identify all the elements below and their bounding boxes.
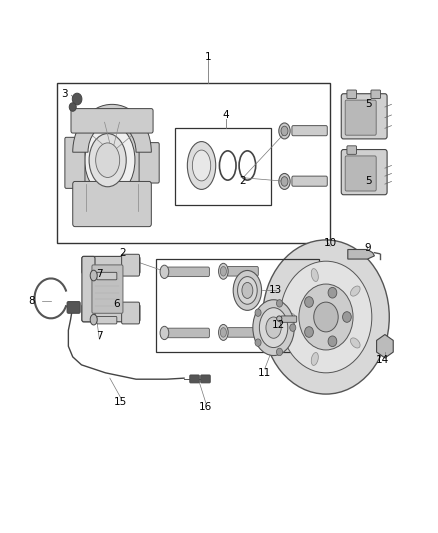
FancyBboxPatch shape <box>82 256 95 322</box>
Text: 8: 8 <box>28 296 35 306</box>
Text: 11: 11 <box>258 368 272 378</box>
Ellipse shape <box>253 300 294 356</box>
Circle shape <box>255 309 261 317</box>
FancyBboxPatch shape <box>292 126 327 136</box>
Ellipse shape <box>90 314 97 325</box>
FancyBboxPatch shape <box>67 302 80 313</box>
FancyBboxPatch shape <box>97 317 117 324</box>
Text: 14: 14 <box>376 354 389 365</box>
FancyBboxPatch shape <box>139 143 159 183</box>
Ellipse shape <box>74 108 150 217</box>
FancyBboxPatch shape <box>227 266 258 276</box>
Text: 5: 5 <box>365 176 371 187</box>
Text: 12: 12 <box>271 320 285 330</box>
Ellipse shape <box>279 123 290 139</box>
Ellipse shape <box>350 286 360 296</box>
FancyBboxPatch shape <box>122 254 140 276</box>
Bar <box>155 259 319 352</box>
Polygon shape <box>348 249 374 259</box>
Circle shape <box>305 327 313 337</box>
Ellipse shape <box>281 176 288 186</box>
Ellipse shape <box>219 325 228 341</box>
Ellipse shape <box>219 263 228 279</box>
Ellipse shape <box>259 308 288 348</box>
Circle shape <box>290 324 296 332</box>
Circle shape <box>314 302 338 332</box>
Circle shape <box>305 297 313 308</box>
Text: 4: 4 <box>222 110 229 120</box>
Text: 5: 5 <box>365 99 371 109</box>
Ellipse shape <box>311 352 318 366</box>
FancyBboxPatch shape <box>190 375 199 383</box>
FancyBboxPatch shape <box>71 109 153 133</box>
FancyBboxPatch shape <box>347 146 357 155</box>
Ellipse shape <box>90 270 97 281</box>
Ellipse shape <box>284 313 295 321</box>
Ellipse shape <box>95 143 120 177</box>
FancyBboxPatch shape <box>167 328 209 338</box>
Circle shape <box>72 93 82 105</box>
Ellipse shape <box>220 328 226 337</box>
Circle shape <box>343 312 351 322</box>
FancyBboxPatch shape <box>345 100 376 135</box>
FancyBboxPatch shape <box>167 267 209 277</box>
Text: 10: 10 <box>324 238 337 247</box>
Text: 9: 9 <box>364 243 371 253</box>
Text: 6: 6 <box>113 298 120 309</box>
Text: 2: 2 <box>120 248 126 258</box>
Ellipse shape <box>233 270 261 310</box>
Bar <box>57 83 330 243</box>
FancyBboxPatch shape <box>292 176 327 186</box>
Ellipse shape <box>160 265 169 278</box>
FancyBboxPatch shape <box>65 138 85 188</box>
FancyBboxPatch shape <box>371 90 381 99</box>
Circle shape <box>255 339 261 346</box>
FancyBboxPatch shape <box>97 272 117 280</box>
Circle shape <box>280 261 372 373</box>
FancyBboxPatch shape <box>281 316 297 322</box>
Ellipse shape <box>220 266 226 276</box>
FancyBboxPatch shape <box>341 150 387 195</box>
Bar <box>175 128 272 205</box>
Ellipse shape <box>279 173 290 189</box>
Circle shape <box>276 300 283 307</box>
FancyBboxPatch shape <box>341 94 387 139</box>
Ellipse shape <box>187 142 216 189</box>
Ellipse shape <box>192 150 211 181</box>
Ellipse shape <box>89 134 126 187</box>
Circle shape <box>328 336 337 346</box>
Ellipse shape <box>266 317 281 338</box>
Ellipse shape <box>311 269 318 281</box>
Ellipse shape <box>85 124 135 196</box>
FancyBboxPatch shape <box>227 328 258 337</box>
Circle shape <box>276 348 283 356</box>
Circle shape <box>263 240 389 394</box>
FancyBboxPatch shape <box>82 256 140 274</box>
FancyBboxPatch shape <box>92 265 123 313</box>
Text: 3: 3 <box>61 88 67 99</box>
Ellipse shape <box>242 282 253 298</box>
Text: 2: 2 <box>240 176 246 187</box>
Wedge shape <box>73 104 151 152</box>
Ellipse shape <box>277 316 282 321</box>
Circle shape <box>328 287 337 298</box>
Ellipse shape <box>237 277 257 304</box>
FancyBboxPatch shape <box>201 375 210 383</box>
FancyBboxPatch shape <box>347 90 357 99</box>
Text: 16: 16 <box>199 402 212 413</box>
Ellipse shape <box>160 326 169 340</box>
FancyBboxPatch shape <box>73 181 151 227</box>
FancyBboxPatch shape <box>82 304 140 322</box>
Circle shape <box>299 284 353 350</box>
Text: 7: 7 <box>95 270 102 279</box>
Text: 13: 13 <box>269 286 283 295</box>
Ellipse shape <box>350 338 360 348</box>
Circle shape <box>69 103 76 111</box>
Text: 1: 1 <box>205 52 212 61</box>
FancyBboxPatch shape <box>122 302 140 324</box>
Text: 15: 15 <box>114 397 127 407</box>
Text: 7: 7 <box>95 330 102 341</box>
FancyBboxPatch shape <box>345 156 376 191</box>
Ellipse shape <box>281 126 288 136</box>
